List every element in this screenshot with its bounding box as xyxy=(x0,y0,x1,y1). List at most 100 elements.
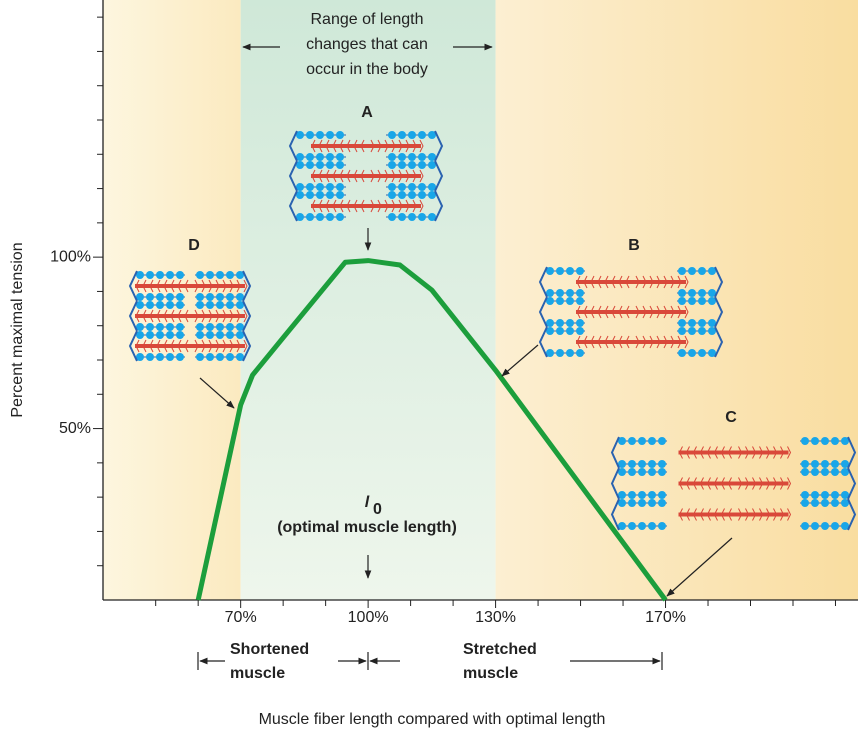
actin-bead xyxy=(628,491,636,499)
actin-bead xyxy=(196,271,204,279)
x-tick-label: 100% xyxy=(348,609,389,626)
actin-bead xyxy=(658,522,666,530)
actin-bead xyxy=(556,349,564,357)
region-long xyxy=(495,0,858,600)
myosin-head xyxy=(713,446,718,459)
myosin-head xyxy=(215,279,220,293)
myosin-head xyxy=(684,305,689,319)
myosin-head xyxy=(656,305,661,319)
actin-bead xyxy=(658,491,666,499)
myosin-head xyxy=(635,305,640,319)
shortened-label: Shortened xyxy=(230,641,309,658)
actin-bead xyxy=(618,468,626,476)
actin-bead xyxy=(216,353,224,361)
actin-bead xyxy=(408,153,416,161)
actin-bead xyxy=(296,191,304,199)
actin-bead xyxy=(566,349,574,357)
actin-bead xyxy=(388,131,396,139)
actin-bead xyxy=(336,183,344,191)
actin-bead xyxy=(698,327,706,335)
myosin-head xyxy=(222,279,227,293)
myosin-head xyxy=(318,139,323,153)
optimal-symbol: l xyxy=(365,494,370,511)
actin-bead xyxy=(166,271,174,279)
actin-bead xyxy=(698,289,706,297)
myosin-head xyxy=(738,446,743,459)
actin-bead xyxy=(556,297,564,305)
inset-label: B xyxy=(628,237,640,254)
myosin-head xyxy=(135,279,140,293)
actin-bead xyxy=(678,327,686,335)
actin-bead xyxy=(306,153,314,161)
actin-bead xyxy=(688,297,696,305)
myosin-head xyxy=(685,477,690,490)
myosin-head xyxy=(699,508,704,521)
myosin-head xyxy=(618,335,623,349)
myosin-head xyxy=(135,309,140,323)
x-tick-label: 70% xyxy=(225,609,257,626)
actin-bead xyxy=(156,331,164,339)
actin-bead xyxy=(236,323,244,331)
actin-bead xyxy=(566,319,574,327)
myosin-head xyxy=(346,169,351,183)
actin-bead xyxy=(316,213,324,221)
myosin-head xyxy=(597,275,602,289)
myosin-head xyxy=(692,477,697,490)
myosin-head xyxy=(339,139,344,153)
actin-bead xyxy=(316,191,324,199)
actin-bead xyxy=(811,499,819,507)
actin-bead xyxy=(206,271,214,279)
myosin-head xyxy=(625,335,630,349)
myosin-head xyxy=(208,309,213,323)
myosin-head xyxy=(727,477,732,490)
myosin-head xyxy=(391,169,396,183)
actin-bead xyxy=(811,491,819,499)
actin-bead xyxy=(428,131,436,139)
myosin-head xyxy=(353,169,358,183)
x-tick-label: 130% xyxy=(475,609,516,626)
actin-bead xyxy=(206,293,214,301)
myosin-head xyxy=(642,275,647,289)
myosin-head xyxy=(773,446,778,459)
myosin-head xyxy=(699,477,704,490)
myosin-head xyxy=(419,169,424,183)
actin-bead xyxy=(678,319,686,327)
myosin-head xyxy=(583,305,588,319)
actin-bead xyxy=(698,267,706,275)
myosin-head xyxy=(377,199,382,213)
actin-bead xyxy=(156,293,164,301)
myosin-head xyxy=(177,309,182,323)
actin-bead xyxy=(566,289,574,297)
actin-bead xyxy=(146,301,154,309)
actin-bead xyxy=(326,183,334,191)
actin-bead xyxy=(176,301,184,309)
z-line xyxy=(714,296,724,328)
myosin-head xyxy=(692,446,697,459)
actin-bead xyxy=(811,460,819,468)
myosin-head xyxy=(759,477,764,490)
actin-bead xyxy=(678,289,686,297)
actin-bead xyxy=(841,437,849,445)
actin-bead xyxy=(196,353,204,361)
actin-bead xyxy=(176,293,184,301)
actin-bead xyxy=(831,468,839,476)
actin-bead xyxy=(226,331,234,339)
myosin-head xyxy=(663,305,668,319)
myosin-head xyxy=(229,339,234,353)
actin-bead xyxy=(618,437,626,445)
myosin-head xyxy=(135,339,140,353)
actin-bead xyxy=(576,349,584,357)
z-line xyxy=(288,130,298,162)
myosin-head xyxy=(752,446,757,459)
actin-bead xyxy=(576,289,584,297)
myosin-head xyxy=(391,199,396,213)
actin-bead xyxy=(146,271,154,279)
actin-bead xyxy=(831,491,839,499)
actin-bead xyxy=(398,153,406,161)
actin-bead xyxy=(821,491,829,499)
myosin-head xyxy=(318,199,323,213)
myosin-head xyxy=(163,309,168,323)
z-line xyxy=(847,467,857,500)
myosin-head xyxy=(727,446,732,459)
actin-bead xyxy=(408,191,416,199)
